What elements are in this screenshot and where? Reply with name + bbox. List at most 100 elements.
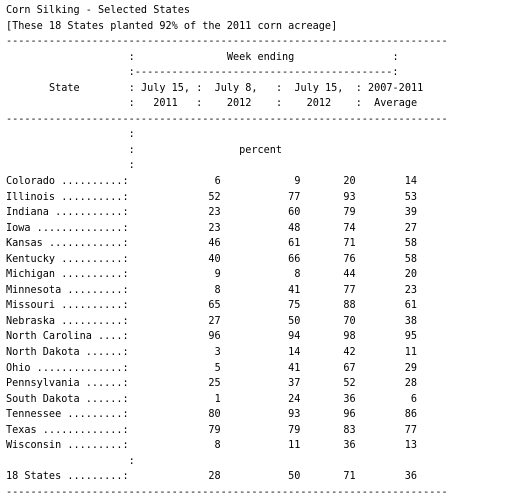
total-row: 18 States .........: 28 50 71 36 xyxy=(6,471,418,483)
table-row-value-3: 96 xyxy=(343,409,356,421)
table-row-value-1: 23 xyxy=(208,222,221,234)
table-row-value-4: 28 xyxy=(404,378,418,390)
total-row-value-1: 28 xyxy=(208,471,221,483)
column-header-3-top: July 15, xyxy=(294,82,344,94)
header-line-1: : Week ending : xyxy=(128,51,399,63)
table-row-value-2: 14 xyxy=(288,347,301,359)
table-row-value-3: 83 xyxy=(343,424,356,436)
table-row-value-4: 38 xyxy=(404,315,418,327)
table-row-value-1: 25 xyxy=(208,378,221,390)
table-row-value-3: 76 xyxy=(343,253,356,265)
table-row-value-1: 65 xyxy=(208,300,221,312)
table-row-value-4: 95 xyxy=(404,331,418,343)
table-row-value-1: 1 xyxy=(214,393,221,405)
column-header-1-bottom: 2011 xyxy=(153,98,178,110)
separator-line: : xyxy=(6,455,135,467)
table-row-value-4: 61 xyxy=(404,300,418,312)
table-row-value-2: 50 xyxy=(288,315,301,327)
header-line-3: State : July 15, : July 8, : July 15, : … xyxy=(48,82,424,94)
table-row: Iowa ..............: 23 48 74 27 xyxy=(6,222,418,234)
table-row-value-1: 46 xyxy=(208,238,221,250)
table-row: Texas .............: 79 79 83 77 xyxy=(6,424,418,436)
table-row: Minnesota .........: 8 41 77 23 xyxy=(6,284,418,296)
table-row: Illinois ..........: 52 77 93 53 xyxy=(6,191,418,203)
table-row-value-4: 20 xyxy=(404,269,418,281)
table-row-state: North Dakota xyxy=(6,347,80,359)
table-row: Colorado ..........: 6 9 20 14 xyxy=(6,176,418,188)
table-row: North Carolina ....: 96 94 98 95 xyxy=(6,331,418,343)
table-row-value-1: 8 xyxy=(214,284,221,296)
table-row-state: Ohio xyxy=(6,362,31,374)
table-row-value-3: 42 xyxy=(343,347,356,359)
table-row-state: Texas xyxy=(6,424,37,436)
table-row-value-1: 23 xyxy=(208,207,221,219)
table-row-value-1: 8 xyxy=(214,440,221,452)
table-row-state: Pennsylvania xyxy=(6,378,80,390)
column-header-4-top: 2007-2011 xyxy=(368,82,424,94)
table-row-state: Missouri xyxy=(6,300,56,312)
unit-label: percent xyxy=(239,144,283,156)
table-row-state: Nebraska xyxy=(6,315,56,327)
table-row-value-3: 93 xyxy=(343,191,356,203)
table-row-value-4: 29 xyxy=(404,362,418,374)
table-row-state: South Dakota xyxy=(6,393,80,405)
table-row-value-1: 9 xyxy=(214,269,221,281)
table-row-state: Minnesota xyxy=(6,284,62,296)
table-row: Nebraska ..........: 27 50 70 38 xyxy=(6,315,418,327)
rule-bottom: ----------------------------------------… xyxy=(6,486,448,498)
table-row-state: Tennessee xyxy=(6,409,62,421)
table-row-value-3: 44 xyxy=(343,269,356,281)
total-row-state: 18 States xyxy=(6,471,62,483)
table-row-value-1: 27 xyxy=(208,315,221,327)
table-row-value-3: 88 xyxy=(343,300,356,312)
table-row-value-3: 36 xyxy=(343,440,356,452)
table-row: Michigan ..........: 9 8 44 20 xyxy=(6,269,418,281)
state-rows: Colorado ..........: 6 9 20 14 Illinois .… xyxy=(6,174,448,454)
state-column-header: State xyxy=(48,82,80,94)
table-row-value-3: 71 xyxy=(343,238,356,250)
table-row-state: Illinois xyxy=(6,191,56,203)
table-row: Missouri ..........: 65 75 88 61 xyxy=(6,300,418,312)
table-row-value-2: 8 xyxy=(294,269,301,281)
table-row-value-3: 52 xyxy=(343,378,356,390)
corn-silking-report: Corn Silking - Selected States [These 18 … xyxy=(6,3,448,501)
table-row-value-1: 6 xyxy=(214,176,221,188)
table-row-state: Kentucky xyxy=(6,253,56,265)
column-header-1-top: July 15, xyxy=(140,82,191,94)
table-row-value-1: 3 xyxy=(214,347,221,359)
table-row-value-4: 6 xyxy=(410,393,418,405)
table-row-value-2: 48 xyxy=(288,222,301,234)
table-row-state: Colorado xyxy=(6,176,56,188)
report-title: Corn Silking - Selected States xyxy=(6,5,191,16)
separator-line: : xyxy=(6,129,135,141)
table-row-value-3: 74 xyxy=(343,222,356,234)
table-row: Indiana ...........: 23 60 79 39 xyxy=(6,207,418,219)
table-row-value-2: 66 xyxy=(288,253,301,265)
table-row-value-3: 20 xyxy=(343,176,356,188)
table-row: Kansas ............: 46 61 71 58 xyxy=(6,238,418,250)
table-row: Wisconsin .........: 8 11 36 13 xyxy=(6,440,418,452)
table-row-value-1: 40 xyxy=(208,253,221,265)
table-row-state: Michigan xyxy=(6,269,56,281)
header-line-2: :---------------------------------------… xyxy=(128,67,399,79)
table-row-state: Iowa xyxy=(6,222,31,234)
table-row: Kentucky ..........: 40 66 76 58 xyxy=(6,253,418,265)
table-row: Ohio ..............: 5 41 67 29 xyxy=(6,362,418,374)
table-row-state: Wisconsin xyxy=(6,440,62,452)
table-row-value-4: 23 xyxy=(404,284,418,296)
table-row-value-4: 27 xyxy=(404,222,418,234)
header-group-label: Week ending xyxy=(226,51,295,63)
table-row-value-2: 61 xyxy=(288,238,301,250)
rule-top: ----------------------------------------… xyxy=(6,36,448,48)
table-row: North Dakota ......: 3 14 42 11 xyxy=(6,347,418,359)
table-row-value-2: 9 xyxy=(294,176,301,188)
table-row-value-4: 14 xyxy=(404,176,418,188)
unit-line: : percent xyxy=(128,144,283,156)
table-row-value-3: 70 xyxy=(343,315,356,327)
table-row: South Dakota ......: 1 24 36 6 xyxy=(6,393,418,405)
table-row-value-4: 53 xyxy=(404,191,418,203)
total-row-value-4: 36 xyxy=(404,471,418,483)
table-row-value-4: 39 xyxy=(404,207,418,219)
table-row-value-4: 11 xyxy=(404,347,418,359)
table-row: Pennsylvania ......: 25 37 52 28 xyxy=(6,378,418,390)
